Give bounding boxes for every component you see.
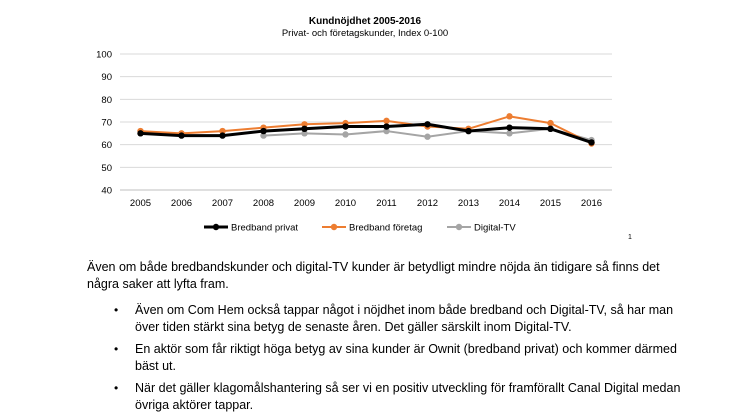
y-tick-label: 90 [101,72,112,83]
y-tick-label: 60 [101,140,112,151]
bullet-text: En aktör som får riktigt höga betyg av s… [135,342,677,373]
data-point [301,121,308,128]
x-tick-label: 2008 [253,198,274,209]
bullet-item: • När det gäller klagomålshantering så se… [87,380,687,414]
bullet-icon: • [114,381,119,395]
bullet-icon: • [114,303,119,317]
data-point [260,132,267,139]
y-tick-label: 100 [96,50,112,61]
data-point [301,130,308,137]
legend-label: Bredband företag [349,223,422,234]
data-point [383,127,390,135]
x-tick-label: 2006 [171,198,192,209]
data-point [424,133,431,140]
data-point [342,131,349,138]
y-tick-label: 50 [101,163,112,174]
chart-title: Kundnöjdhet 2005-2016 [309,16,422,27]
data-point [137,130,144,137]
data-point [383,123,390,130]
legend-swatch-marker [212,223,220,231]
data-point [219,132,226,139]
chart-gridlines [120,53,612,191]
x-tick-label: 2009 [294,198,315,209]
intro-paragraph: Även om både bredbandskunder och digital… [87,260,660,291]
satisfaction-line-chart: Kundnöjdhet 2005-2016 Privat- och företa… [96,16,612,234]
data-point [506,124,513,131]
bullet-icon: • [114,342,119,356]
data-point [547,119,554,127]
data-point [465,127,472,135]
bullet-item: • Även om Com Hem också tappar något i nö… [87,302,687,336]
y-axis-ticks: 40 50 60 70 80 90 100 [96,50,112,197]
body-text: Även om både bredbandskunder och digital… [87,259,687,419]
legend-swatch-marker [455,223,463,231]
x-tick-label: 2013 [458,198,479,209]
bullet-list: • Även om Com Hem också tappar något i nö… [87,302,687,414]
data-point [588,139,595,146]
data-point [260,127,267,135]
series-line [140,115,592,145]
chart-legend: Bredband privat Bredband företag Digital-T… [204,223,516,234]
y-tick-label: 40 [101,186,112,197]
chart-subtitle: Privat- och företagskunder, Index 0-100 [282,28,448,39]
data-point [219,127,226,135]
x-tick-label: 2014 [499,198,520,209]
bullet-text: När det gäller klagomålshantering så ser… [135,381,681,412]
series-line [140,122,592,144]
x-tick-label: 2015 [540,198,561,209]
x-tick-label: 2005 [130,198,151,209]
x-tick-label: 2010 [335,198,356,209]
x-tick-label: 2011 [376,198,396,209]
x-tick-label: 2007 [212,198,233,209]
data-point [506,113,513,120]
data-point [506,130,513,137]
chart-series [137,113,595,147]
x-tick-label: 2016 [581,198,602,209]
bullet-item: • En aktör som får riktigt höga betyg av … [87,341,687,375]
y-tick-label: 80 [101,95,112,106]
y-tick-label: 70 [101,118,112,129]
data-point [301,125,308,132]
data-point [178,132,185,139]
legend-swatch-marker [330,223,338,231]
x-axis-ticks: 2005 2006 2007 2008 2009 2010 2011 2012 2013 2014… [130,198,602,209]
legend-label: Bredband privat [231,223,298,234]
data-point [424,121,431,128]
data-point [547,125,554,132]
data-point [342,123,349,130]
footnote-number: 1 [628,234,632,241]
legend-label: Digital-TV [474,223,516,234]
data-point [383,117,390,125]
bullet-text: Även om Com Hem också tappar något i nöj… [135,303,674,334]
x-tick-label: 2012 [417,198,438,209]
